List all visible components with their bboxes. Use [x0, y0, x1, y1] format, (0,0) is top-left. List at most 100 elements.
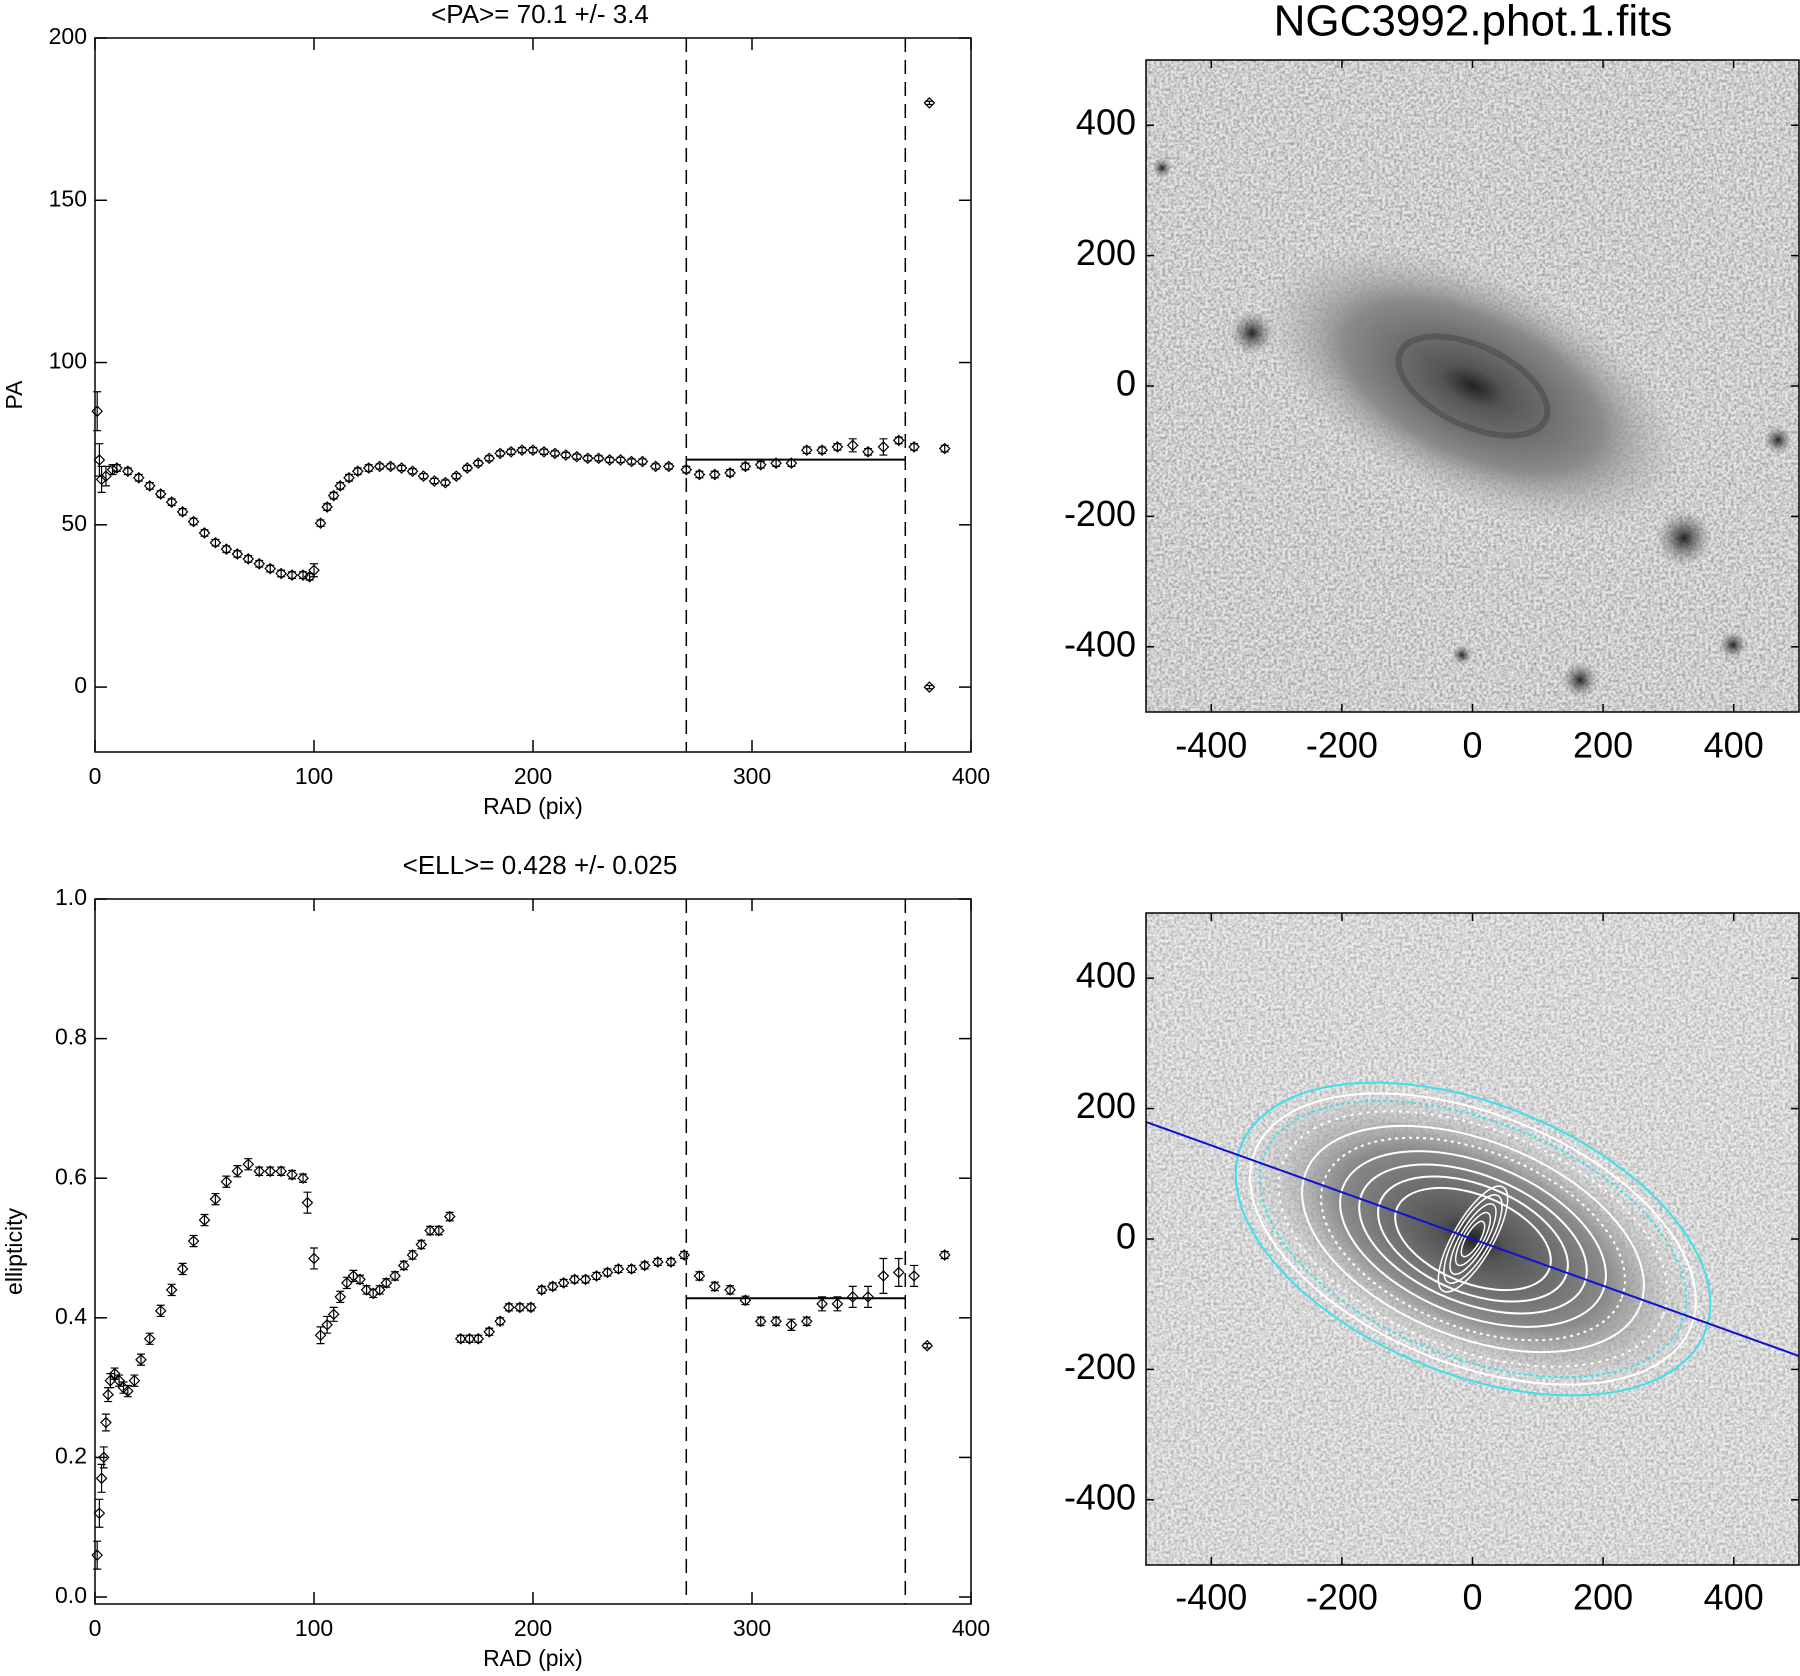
point [770, 1315, 782, 1328]
error-bar [145, 482, 154, 490]
point [432, 1224, 445, 1237]
y-tick-label: 1.0 [55, 884, 87, 910]
point [601, 1266, 614, 1279]
point [516, 444, 528, 457]
point [297, 1172, 309, 1185]
error-bar [456, 1334, 465, 1343]
error-bar [310, 1247, 318, 1270]
point [314, 517, 327, 530]
point [135, 1353, 147, 1366]
error-bar [581, 1275, 590, 1284]
error-bar [592, 1271, 601, 1281]
error-bar [818, 446, 827, 455]
error-bar [323, 1315, 332, 1334]
x-tick-label: 400 [952, 1615, 990, 1641]
point [327, 1308, 340, 1321]
y-tick-label: 400 [1076, 955, 1136, 996]
error-bar [167, 498, 176, 506]
point [428, 475, 441, 487]
point [106, 463, 119, 476]
point [592, 452, 605, 465]
x-tick-label: 300 [733, 763, 771, 789]
error-bar [101, 1413, 110, 1432]
point [380, 1277, 393, 1289]
x-tick-label: 400 [1704, 725, 1764, 766]
error-bar [726, 469, 735, 477]
point [693, 1270, 706, 1282]
point [362, 462, 375, 474]
error-bar [640, 1261, 649, 1270]
error-bar [864, 1285, 873, 1308]
point [424, 1224, 436, 1237]
error-bar [211, 538, 220, 547]
point [93, 1507, 106, 1520]
point [351, 465, 364, 478]
point [472, 1332, 485, 1345]
error-bar [211, 1192, 220, 1206]
y-tick-label: 150 [49, 185, 87, 211]
point [938, 442, 951, 455]
error-bar [288, 571, 297, 579]
x-axis-label: RAD (pix) [483, 1645, 583, 1671]
chart-title: NGC3992.phot.1.fits [1274, 0, 1673, 46]
point [877, 441, 890, 453]
point [680, 463, 693, 476]
point [494, 1315, 506, 1328]
error-bar [940, 1250, 949, 1260]
point [275, 567, 287, 580]
error-bar [695, 470, 704, 479]
error-bar [485, 1327, 494, 1336]
point [662, 460, 675, 473]
error-bar [680, 1250, 689, 1260]
point [739, 1294, 752, 1307]
point [343, 471, 355, 484]
point [463, 1332, 476, 1345]
error-bar [323, 503, 332, 511]
point [892, 1266, 905, 1279]
x-tick-label: 100 [295, 1615, 333, 1641]
point [800, 444, 813, 457]
point [93, 454, 106, 466]
error-bar [925, 100, 934, 106]
point [389, 1270, 401, 1282]
error-bar [222, 545, 231, 554]
point [327, 489, 340, 502]
point [91, 405, 104, 418]
point [301, 1196, 314, 1209]
y-tick-label: 400 [1076, 102, 1136, 143]
point [831, 1298, 844, 1310]
error-bar [167, 1283, 176, 1297]
point [122, 465, 134, 478]
error-bar [277, 569, 286, 578]
error-bar [336, 1290, 345, 1304]
point [785, 457, 798, 470]
error-bar [189, 1234, 198, 1248]
point [651, 1256, 664, 1268]
point [800, 1315, 813, 1328]
point [143, 1332, 156, 1345]
error-bar [130, 1374, 139, 1387]
y-tick-label: 0 [1116, 363, 1136, 404]
point [612, 1263, 625, 1275]
error-bar [496, 1317, 505, 1326]
point [892, 434, 905, 447]
point [354, 1273, 366, 1286]
y-tick-label: 200 [1076, 232, 1136, 273]
point [100, 1416, 112, 1429]
x-tick-label: 200 [1573, 725, 1633, 766]
point [625, 1263, 638, 1275]
point [568, 1273, 581, 1286]
y-tick-label: -400 [1064, 623, 1136, 664]
error-bar [910, 1264, 919, 1287]
point [95, 1472, 108, 1485]
error-bar [682, 465, 691, 474]
error-bar [136, 1353, 145, 1366]
y-tick-label: -200 [1064, 1346, 1136, 1387]
point [923, 97, 936, 109]
y-tick-label: 200 [49, 23, 87, 49]
point [347, 1270, 360, 1282]
point [231, 548, 244, 560]
error-bar [627, 1264, 636, 1274]
error-bar [329, 491, 338, 500]
error-bar [303, 1191, 312, 1214]
